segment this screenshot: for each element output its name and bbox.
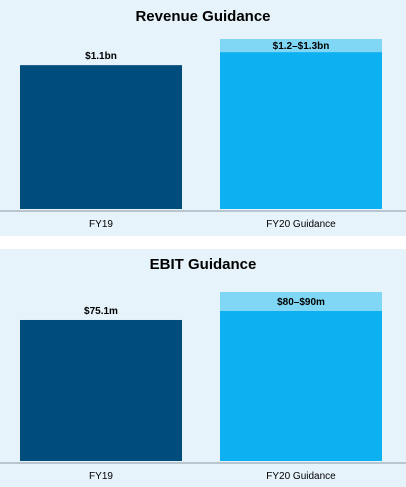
category-label: FY19 [89, 471, 113, 482]
category-label: FY20 Guidance [266, 471, 336, 482]
revenue-guidance-chart: Revenue Guidance $1.1bn $1.2–$1.3bn FY19 FY2… [0, 8, 406, 230]
category-label: FY20 Guidance [266, 219, 336, 230]
data-label-fy19: $1.1bn [85, 51, 117, 62]
category-label: FY19 [89, 219, 113, 230]
bar-fy20-guidance-low [220, 310, 382, 461]
bar-fy20-guidance-range [220, 292, 382, 311]
chart-title: Revenue Guidance [135, 8, 270, 25]
revenue-guidance-panel: Revenue Guidance $1.1bn $1.2–$1.3bn FY19 FY2… [0, 0, 406, 236]
data-label-fy20-guidance: $80–$90m [277, 297, 325, 308]
ebit-guidance-panel: EBIT Guidance $75.1m $80–$90m FY19 FY20 Guid… [0, 249, 406, 487]
ebit-guidance-chart: EBIT Guidance $75.1m $80–$90m FY19 FY20 Guid… [0, 256, 406, 482]
bar-fy20-guidance-range [220, 39, 382, 53]
data-label-fy20-guidance: $1.2–$1.3bn [273, 41, 330, 52]
bar-fy20-guidance-low [220, 52, 382, 210]
bar-fy19 [20, 65, 182, 210]
data-label-fy19: $75.1m [84, 306, 118, 317]
chart-title: EBIT Guidance [150, 256, 257, 273]
bar-fy19 [20, 319, 182, 461]
